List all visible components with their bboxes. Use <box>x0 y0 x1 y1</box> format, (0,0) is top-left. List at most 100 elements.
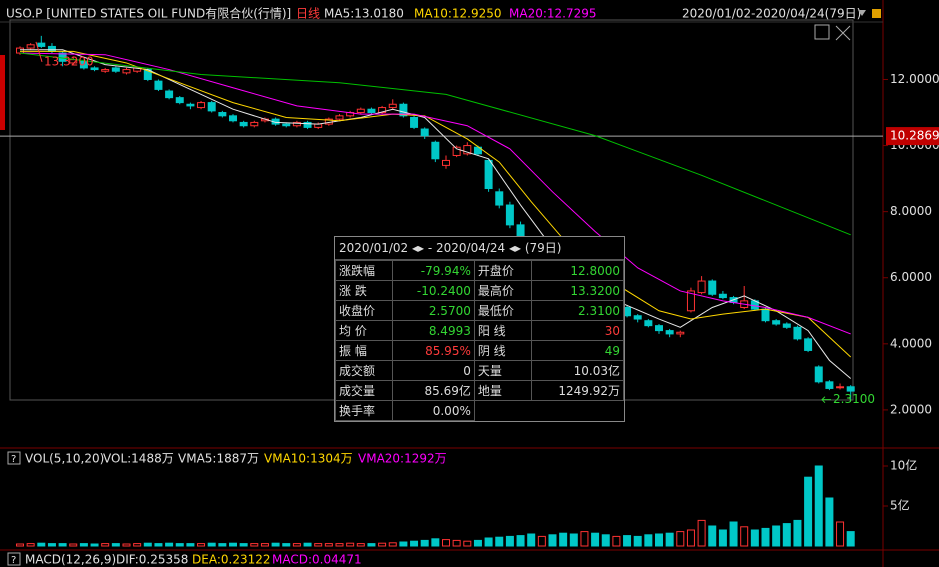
candle-body <box>793 326 802 340</box>
ma10-legend: MA10:12.9250 <box>414 7 502 21</box>
candle-body <box>58 52 67 62</box>
volume-bar <box>612 535 621 547</box>
help-icon[interactable] <box>7 451 21 465</box>
volume-bar <box>239 543 248 547</box>
candle-body <box>303 121 312 128</box>
candle-body <box>388 103 397 109</box>
candle-body <box>207 102 216 112</box>
info-row: 换手率 0.00% <box>334 400 624 421</box>
volume-bar <box>207 542 216 547</box>
candle-body <box>356 108 365 114</box>
candle-body <box>836 386 845 389</box>
volume-bar <box>484 537 493 547</box>
volume-bar <box>69 543 78 547</box>
volume-bar <box>516 535 525 547</box>
candle-body <box>335 115 344 120</box>
ma-line <box>20 49 852 379</box>
volume-bar <box>399 541 408 547</box>
info-value: 10.03亿 <box>531 360 624 381</box>
date-range: 2020/01/02-2020/04/24(79日) <box>682 7 861 21</box>
info-label: 换手率 <box>334 400 394 421</box>
vol-value: VOL:1488万 <box>103 452 174 466</box>
volume-bar <box>282 543 291 547</box>
volume-bar <box>410 540 419 547</box>
volume-bar <box>292 543 301 547</box>
ma20-legend: MA20:12.7295 <box>509 7 597 21</box>
candle-body <box>122 69 131 74</box>
info-label: 涨跌幅 <box>334 260 394 281</box>
volume-bar <box>729 521 738 547</box>
info-label: 最高价 <box>473 280 533 301</box>
candle-body <box>655 325 663 332</box>
candle-body <box>282 123 291 127</box>
candle-body <box>292 121 301 127</box>
candle-body <box>111 67 120 72</box>
info-label: 成交额 <box>334 360 394 381</box>
vma5: VMA5:1887万 <box>178 452 259 466</box>
candle-body <box>495 191 504 206</box>
candle-body <box>644 320 653 327</box>
macd-name: MACD(12,26,9) <box>25 553 116 567</box>
candle-body <box>410 116 419 128</box>
low-arrow <box>821 396 831 404</box>
info-label: 天量 <box>473 360 533 381</box>
volume-bar <box>836 521 845 547</box>
volume-bar <box>718 529 727 547</box>
candle-body <box>825 381 834 389</box>
volume-bar <box>229 542 237 547</box>
window-button[interactable] <box>814 24 830 40</box>
info-label: 最低价 <box>473 300 533 321</box>
candle-body <box>484 159 493 190</box>
candle-body <box>452 146 461 156</box>
lock-icon[interactable] <box>872 9 881 18</box>
info-value: 13.3200 <box>531 280 624 301</box>
volume-bar <box>90 543 99 547</box>
info-label: 涨 跌 <box>334 280 394 301</box>
y-tick-label: 2.0000 <box>890 402 932 416</box>
volume-bar <box>324 543 333 547</box>
volume-bar <box>495 536 504 547</box>
volume-bar <box>782 523 791 547</box>
volume-bar <box>197 543 206 547</box>
volume-bar <box>644 534 653 547</box>
volume-bar <box>346 542 355 547</box>
candle-body <box>175 97 184 104</box>
volume-bar <box>16 543 24 547</box>
candle-body <box>505 204 514 226</box>
period: 日线 <box>296 7 320 21</box>
vma20: VMA20:1292万 <box>358 452 447 466</box>
volume-bar <box>708 525 717 547</box>
y-tick-label: 12.0000 <box>890 72 939 86</box>
candle-body <box>676 331 685 335</box>
macd-dif: DIF:0.25358 <box>116 553 188 567</box>
volume-bar <box>367 543 376 547</box>
volume-bar <box>686 529 695 547</box>
volume-bar <box>463 540 472 547</box>
dropdown[interactable] <box>858 10 866 16</box>
candle-body <box>197 102 206 109</box>
ma-line <box>20 50 852 358</box>
help-glyph: ? <box>11 454 16 465</box>
volume-bar <box>601 534 610 547</box>
candle-body <box>229 115 237 122</box>
y-tick-label: 8.0000 <box>890 204 932 218</box>
candle-body <box>47 45 56 52</box>
info-value: -10.2400 <box>392 280 475 301</box>
high-arrow <box>35 41 43 63</box>
volume-bar <box>133 543 142 547</box>
volume-bar <box>623 535 632 547</box>
info-value: 85.95% <box>392 340 475 361</box>
volume-bar <box>846 531 855 547</box>
volume-bar <box>655 533 663 547</box>
help-icon[interactable] <box>7 552 21 566</box>
info-value: 30 <box>531 320 624 341</box>
panel-title: 2020/01/02 ◂▸ - 2020/04/24 ◂▸ (79日) <box>335 237 624 260</box>
volume-bar <box>431 538 440 547</box>
info-value: 12.8000 <box>531 260 624 281</box>
info-label: 均 价 <box>334 320 394 341</box>
info-value: -79.94% <box>392 260 475 281</box>
close-button[interactable] <box>835 25 851 41</box>
ma5-legend: MA5:13.0180 <box>324 7 404 21</box>
volume-bar <box>527 533 536 547</box>
candle-body <box>463 145 472 155</box>
